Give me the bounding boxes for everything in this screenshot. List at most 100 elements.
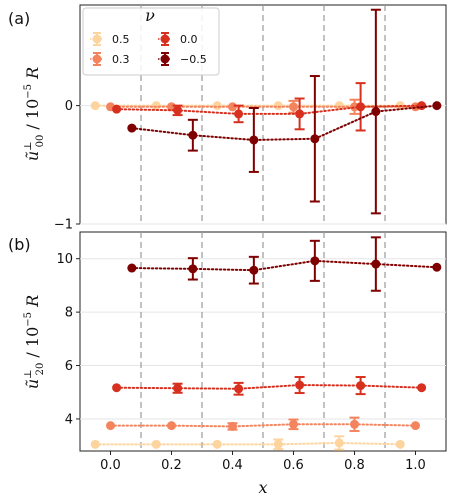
data-point [310,256,320,266]
svg-text:ũ⊥00 / 10−5 R: ũ⊥00 / 10−5 R [23,67,46,161]
panel-a-series [90,8,442,215]
y-tick-label: −1 [54,218,73,233]
data-point [106,421,115,431]
series-line [115,384,423,390]
y-tick-label: 0 [65,99,73,114]
series-1 [106,416,420,432]
panel-b-dividers [140,232,386,451]
panel-b: 4 6 8 10 0.0 0.2 0.4 0.6 0.8 1.0 (b) ũ⊥20 / 10−5… [8,231,447,497]
panel-b-y-ticks: 4 6 8 10 [56,252,80,427]
panel-a-dividers [140,5,386,224]
legend-label: −0.5 [180,53,207,66]
legend-marker [92,54,102,64]
series-0 [90,101,405,111]
data-point [173,105,183,115]
x-tick-label: 0.8 [344,458,365,473]
series-3 [127,8,442,215]
series-line [94,441,402,446]
series-2 [112,82,427,132]
data-point [90,101,100,111]
panel-b-ylabel: ũ⊥20 / 10−5 R [23,295,46,389]
legend-title: ν [145,6,155,25]
panel-a-ylabel: ũ⊥00 / 10−5 R [23,67,46,161]
series-line [115,104,423,115]
data-point [90,439,100,449]
data-point [356,381,366,391]
x-tick-label: 0.4 [222,458,243,473]
series-3 [127,236,442,292]
data-point [234,109,244,119]
data-point [167,421,176,431]
legend-label: 0.0 [180,33,198,46]
data-point [127,123,137,133]
panel-a: −1 0 (a) ũ⊥00 / 10−5 R ν 0.5 0.3 0.0 −0.5 [8,4,447,233]
legend-item: 0.5 [90,32,130,46]
legend-label: 0.5 [112,33,130,46]
data-point [295,380,305,390]
data-point [151,101,161,111]
panel-b-series [90,236,442,451]
data-point [127,263,137,273]
series-line [109,423,417,428]
data-point [234,384,244,394]
data-point [334,438,344,448]
data-point [356,102,366,112]
data-point [212,439,222,449]
data-point [289,102,298,112]
series-line [130,104,438,141]
panel-a-y-ticks: −1 0 [54,99,80,233]
data-point [173,383,183,393]
y-tick-label: 10 [56,252,73,267]
data-point [334,101,344,111]
x-tick-label: 1.0 [405,458,426,473]
data-point [310,134,320,144]
legend-frame [82,7,220,76]
data-point [249,135,259,145]
x-tick-label: 0.0 [100,458,121,473]
data-point [112,383,122,393]
data-point [151,439,161,449]
data-point [289,419,298,429]
data-point [112,104,122,114]
data-point [295,109,305,119]
data-point [432,101,442,111]
legend-item: 0.3 [90,52,130,66]
panel-b-x-ticks: 0.0 0.2 0.4 0.6 0.8 1.0 [100,451,426,473]
panel-a-label: (a) [8,9,30,28]
legend-item: 0.0 [158,32,198,46]
data-point [417,101,427,111]
data-point [249,265,259,275]
legend-items: 0.5 0.3 0.0 −0.5 [90,32,207,66]
data-point [188,130,198,140]
svg-text:ũ⊥20 / 10−5 R: ũ⊥20 / 10−5 R [23,295,46,389]
data-point [432,262,442,272]
data-point [212,101,222,111]
y-tick-label: 8 [65,306,73,321]
data-point [188,264,198,274]
data-point [371,259,381,269]
data-point [228,102,237,112]
y-tick-label: 4 [65,412,73,427]
series-line [130,259,438,272]
data-point [228,421,237,431]
x-axis-label: x [258,478,267,497]
legend-item: −0.5 [158,52,207,66]
data-point [417,383,427,393]
data-point [411,421,420,431]
x-tick-label: 0.6 [283,458,304,473]
data-point [273,101,283,111]
series-0 [90,435,405,451]
legend-label: 0.3 [112,53,130,66]
data-point [350,419,359,429]
legend-marker [160,34,170,44]
y-tick-label: 6 [65,359,73,374]
legend-marker [92,34,102,44]
panel-b-label: (b) [8,235,31,254]
legend: ν 0.5 0.3 0.0 −0.5 [82,6,220,76]
x-tick-label: 0.2 [161,458,182,473]
legend-marker [160,54,170,64]
data-point [395,439,405,449]
data-point [371,107,381,117]
data-point [273,439,283,449]
